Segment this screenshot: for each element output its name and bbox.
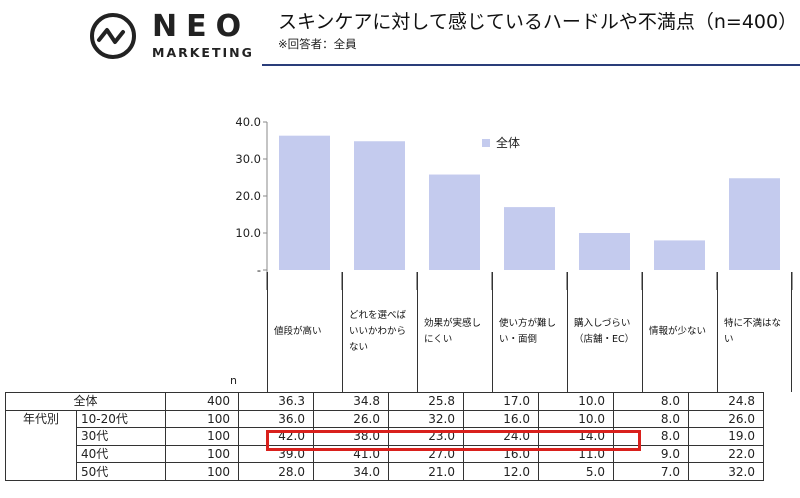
bar bbox=[504, 207, 555, 270]
value-cell: 8.0 bbox=[613, 409, 689, 429]
value-cell: 10.0 bbox=[538, 409, 614, 429]
value-cell: 8.0 bbox=[613, 392, 689, 411]
value-cell: 36.3 bbox=[238, 392, 314, 411]
category-header: 特に不満はない bbox=[717, 272, 792, 392]
category-header: 効果が実感し にくい bbox=[417, 272, 492, 392]
category-header-line: 購入しづらい bbox=[574, 318, 631, 329]
category-header-line: いいかわから bbox=[349, 326, 407, 337]
category-header-line: （店舗・EC） bbox=[574, 334, 635, 345]
value-cell: 16.0 bbox=[463, 409, 539, 429]
category-header: 購入しづらい （店舗・EC） bbox=[567, 272, 642, 392]
value-cell: 32.0 bbox=[688, 462, 764, 481]
group-label: 年代別 bbox=[5, 409, 77, 481]
y-tick-label: 20.0 bbox=[235, 189, 261, 203]
n-cell: 100 bbox=[165, 427, 239, 446]
value-cell: 17.0 bbox=[463, 392, 539, 411]
page-subtitle: ※回答者：全員 bbox=[278, 37, 357, 51]
value-cell: 10.0 bbox=[538, 392, 614, 411]
bar bbox=[729, 178, 780, 270]
logo-circle-icon bbox=[90, 13, 136, 59]
category-header-line: い bbox=[724, 334, 734, 345]
value-cell: 36.0 bbox=[238, 409, 314, 429]
row-label: 全体 bbox=[5, 392, 166, 411]
category-header-line: 値段が高い bbox=[274, 326, 322, 337]
category-header: 情報が少ない bbox=[642, 272, 717, 392]
n-cell: 100 bbox=[165, 409, 239, 429]
value-cell: 22.0 bbox=[688, 444, 764, 464]
row-label: 50代 bbox=[76, 462, 166, 481]
category-header-line: ない bbox=[349, 342, 369, 353]
y-tick-label: 30.0 bbox=[235, 152, 261, 166]
value-cell: 24.8 bbox=[688, 392, 764, 411]
bar-chart: - 10.0 20.0 30.0 40.0 全体 bbox=[235, 115, 793, 290]
n-cell: 100 bbox=[165, 444, 239, 464]
row-label: 30代 bbox=[76, 427, 166, 446]
category-header: 使い方が難し い・面倒 bbox=[492, 272, 567, 392]
category-header-line: 使い方が難し bbox=[499, 318, 557, 329]
row-label: 40代 bbox=[76, 444, 166, 464]
category-header-line: どれを選べば bbox=[349, 310, 407, 321]
value-cell: 25.8 bbox=[388, 392, 464, 411]
category-header-line: い・面倒 bbox=[499, 334, 538, 345]
category-header: どれを選べば いいかわから ない bbox=[342, 272, 417, 392]
value-cell: 26.0 bbox=[688, 409, 764, 429]
value-cell: 34.0 bbox=[313, 462, 389, 481]
neo-marketing-logo: NEO MARKETING bbox=[88, 8, 258, 64]
table-row: 40代 100 39.0 41.0 27.0 16.0 11.0 9.0 22.0 bbox=[6, 444, 764, 464]
value-cell: 7.0 bbox=[613, 462, 689, 481]
row-label: 10-20代 bbox=[76, 409, 166, 429]
value-cell: 26.0 bbox=[313, 409, 389, 429]
value-cell: 28.0 bbox=[238, 462, 314, 481]
category-header-line: 情報が少ない bbox=[649, 326, 707, 337]
category-header: 値段が高い bbox=[267, 272, 342, 392]
y-tick-label: - bbox=[257, 263, 261, 277]
table-row: 全体 400 36.3 34.8 25.8 17.0 10.0 8.0 24.8 bbox=[5, 392, 764, 411]
value-cell: 32.0 bbox=[388, 409, 464, 429]
value-cell: 12.0 bbox=[463, 462, 539, 481]
table-row: 50代 100 28.0 34.0 21.0 12.0 5.0 7.0 32.0 bbox=[6, 462, 764, 481]
n-cell: 100 bbox=[165, 462, 239, 481]
bar bbox=[279, 135, 330, 270]
bar bbox=[354, 141, 405, 270]
value-cell: 21.0 bbox=[388, 462, 464, 481]
page-title: スキンケアに対して感じているハードルや不満点（n=400） bbox=[278, 11, 798, 33]
legend-label: 全体 bbox=[496, 135, 520, 150]
logo-text-neo: NEO bbox=[152, 9, 251, 44]
header-divider bbox=[262, 64, 800, 66]
value-cell: 5.0 bbox=[538, 462, 614, 481]
category-header-line: にくい bbox=[424, 334, 453, 345]
bar bbox=[654, 240, 705, 270]
y-tick-label: 40.0 bbox=[235, 115, 261, 129]
bar bbox=[579, 233, 630, 270]
bar bbox=[429, 174, 480, 270]
y-tick-label: 10.0 bbox=[235, 226, 261, 240]
value-cell: 19.0 bbox=[688, 427, 764, 446]
value-cell: 34.8 bbox=[313, 392, 389, 411]
legend-swatch bbox=[482, 139, 490, 147]
logo-text-marketing: MARKETING bbox=[152, 45, 254, 60]
table-row: 年代別 10-20代 100 36.0 26.0 32.0 16.0 10.0 8.0 26.0 bbox=[5, 409, 764, 481]
category-header-line: 特に不満はな bbox=[724, 318, 782, 329]
highlight-box-30s bbox=[266, 430, 641, 451]
n-cell: 400 bbox=[165, 392, 239, 411]
n-label: n bbox=[230, 374, 237, 387]
category-header-line: 効果が実感し bbox=[424, 318, 482, 329]
